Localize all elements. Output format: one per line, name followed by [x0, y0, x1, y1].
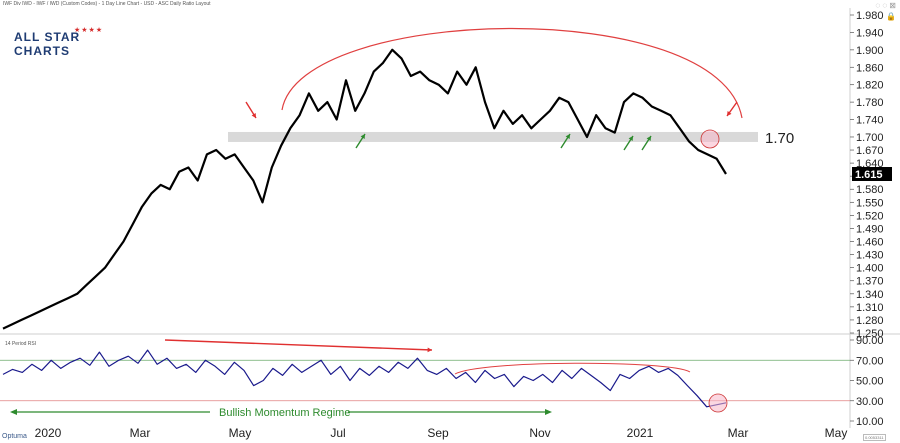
rsi-tick-label: 10.00	[856, 416, 884, 428]
logo-line-2: CHARTS	[14, 44, 70, 58]
price-tick-label: 1.820	[856, 80, 884, 92]
rsi-series-line	[2, 349, 727, 408]
price-tick-label: 1.940	[856, 27, 884, 39]
x-axis-label: Mar	[130, 426, 151, 440]
price-tick-label: 1.980	[856, 10, 884, 22]
up-arrow-1-head	[360, 134, 365, 139]
rsi-divergence-arrow	[164, 339, 433, 351]
rsi-oversold-circle	[708, 393, 728, 413]
optuma-brand: Optuma	[2, 433, 27, 440]
breakdown-circle	[700, 129, 720, 149]
price-tick-label: 1.780	[856, 97, 884, 109]
price-tick-label: 1.670	[856, 145, 884, 157]
up-arrow-2-head	[565, 134, 570, 139]
rsi-divergence-arrow-head	[427, 347, 432, 353]
price-tick-label: 1.580	[856, 184, 884, 196]
price-tick-label: 1.740	[856, 115, 884, 127]
resistance-label: 1.70	[765, 130, 794, 147]
price-tick-label: 1.430	[856, 250, 884, 262]
window-controls-icon[interactable]: ◌ ◌ ⊠	[875, 1, 896, 10]
down-arrow-1-head	[251, 113, 256, 118]
regime-arrow-right	[545, 409, 552, 415]
rsi-rounding-arc	[454, 362, 691, 375]
resistance-band	[228, 131, 758, 142]
rsi-tick-label: 90.00	[856, 335, 884, 347]
brand-logo: ALL STAR CHARTS ★★★★	[8, 22, 104, 62]
last-value-label: 1.615	[855, 169, 883, 181]
price-tick-label: 1.520	[856, 210, 884, 222]
chart-header: IWF Div IWD - IWF / IWD (Custom Codes) -…	[3, 1, 211, 7]
rsi-tick-label: 50.00	[856, 376, 884, 388]
price-tick-label: 1.250	[856, 328, 884, 340]
price-tick-label: 1.860	[856, 62, 884, 74]
x-axis-label: May	[825, 426, 848, 440]
x-axis-label: May	[229, 426, 252, 440]
lock-icon[interactable]: 🔒	[886, 12, 896, 21]
price-tick-label: 1.550	[856, 197, 884, 209]
x-axis-label: Mar	[728, 426, 749, 440]
rsi-panel-label: 14 Period RSI	[5, 341, 36, 347]
price-tick-label: 1.700	[856, 132, 884, 144]
logo-line-1: ALL STAR	[14, 30, 81, 44]
x-axis-label: Jul	[330, 426, 345, 440]
price-tick-label: 1.370	[856, 276, 884, 288]
up-arrow-3-head	[628, 136, 633, 141]
footer-reference: 0.0053311	[863, 434, 886, 441]
price-tick-label: 1.340	[856, 289, 884, 301]
rounding-top-arc	[281, 27, 743, 119]
momentum-regime-label: Bullish Momentum Regime	[219, 407, 350, 419]
price-series-line	[2, 48, 727, 330]
price-tick-label: 1.400	[856, 263, 884, 275]
regime-arrow-left	[10, 409, 17, 415]
price-tick-label: 1.280	[856, 315, 884, 327]
down-arrow-2-head	[727, 111, 732, 116]
logo-stars-icon: ★★★★	[74, 27, 104, 34]
x-axis-label: 2020	[35, 426, 62, 440]
x-axis-label: Sep	[427, 426, 449, 440]
price-tick-label: 1.310	[856, 302, 884, 314]
last-value-badge	[852, 167, 892, 181]
x-axis-label: Nov	[529, 426, 550, 440]
x-axis-label: 2021	[627, 426, 654, 440]
price-tick-label: 1.460	[856, 237, 884, 249]
up-arrow-4-head	[646, 136, 651, 141]
rsi-tick-label: 30.00	[856, 396, 884, 408]
price-tick-label: 1.900	[856, 45, 884, 57]
price-tick-label: 1.490	[856, 223, 884, 235]
rsi-tick-label: 70.00	[856, 355, 884, 367]
